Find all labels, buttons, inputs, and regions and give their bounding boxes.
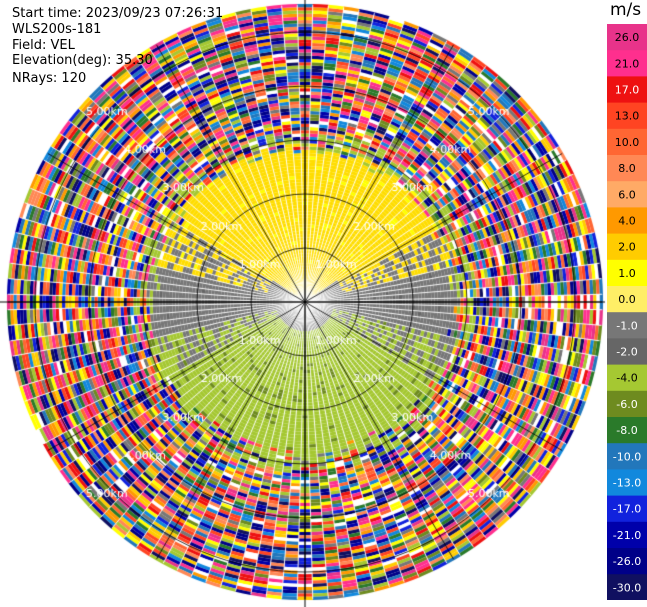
colorbar-swatch — [607, 181, 647, 208]
colorbar-tick-label: 4.0 — [618, 215, 636, 228]
nrays-label: NRays: 120 — [12, 71, 87, 86]
colorbar-tick-label: 13.0 — [615, 110, 640, 123]
velocity-colorbar: 26.0 21.0 17.0 13.0 10.0 8.0 6.0 4.0 2.0 1.0 0.0 -1… — [607, 24, 647, 600]
colorbar-swatch — [607, 390, 647, 418]
colorbar-tick-label: 8.0 — [618, 162, 636, 175]
colorbar-tick-label: -6.0 — [616, 398, 637, 411]
colorbar-tick-label: -26.0 — [613, 555, 641, 568]
instrument-label: WLS200s-181 — [12, 22, 102, 37]
colorbar-tick-label: 0.0 — [618, 293, 636, 306]
colorbar-tick-label: 26.0 — [615, 31, 640, 44]
colorbar-swatch — [607, 24, 647, 51]
colorbar-swatch — [607, 155, 647, 182]
colorbar-swatch — [607, 102, 647, 130]
colorbar-unit-label: m/s — [610, 0, 642, 20]
colorbar-tick-label: -10.0 — [613, 450, 641, 463]
colorbar-swatch — [607, 50, 647, 77]
colorbar-swatch — [607, 495, 647, 523]
colorbar-swatch — [607, 128, 647, 156]
colorbar-tick-label: 1.0 — [618, 267, 636, 280]
elevation-label: Elevation(deg): 35.30 — [12, 53, 153, 68]
start-time-label: Start time: 2023/09/23 07:26:31 — [12, 6, 224, 21]
colorbar-swatch — [607, 548, 647, 575]
colorbar-tick-label: -2.0 — [616, 346, 637, 359]
colorbar-swatch — [607, 469, 647, 497]
colorbar-swatch — [607, 233, 647, 261]
colorbar-tick-label: -4.0 — [616, 372, 637, 385]
colorbar-swatch — [607, 417, 647, 444]
colorbar-swatch — [607, 76, 647, 104]
colorbar-swatch — [607, 286, 647, 313]
colorbar-swatch — [607, 443, 647, 470]
colorbar-tick-label: 17.0 — [615, 84, 640, 97]
colorbar-tick-label: -21.0 — [613, 529, 641, 542]
colorbar-swatch — [607, 521, 647, 549]
colorbar-tick-label: -1.0 — [616, 319, 637, 332]
colorbar-tick-label: 6.0 — [618, 188, 636, 201]
colorbar-tick-label: -30.0 — [613, 581, 641, 594]
field-label: Field: VEL — [12, 38, 75, 53]
colorbar-swatch — [607, 259, 647, 287]
colorbar-swatch — [607, 207, 647, 235]
colorbar-tick-label: 2.0 — [618, 241, 636, 254]
colorbar-tick-label: 10.0 — [615, 136, 640, 149]
colorbar-tick-label: 21.0 — [615, 57, 640, 70]
colorbar-tick-label: -17.0 — [613, 503, 641, 516]
colorbar-swatch — [607, 312, 647, 339]
colorbar-swatch — [607, 364, 647, 392]
colorbar-tick-label: -8.0 — [616, 424, 637, 437]
colorbar-swatch — [607, 574, 647, 600]
colorbar-swatch — [607, 338, 647, 366]
colorbar-tick-label: -13.0 — [613, 477, 641, 490]
